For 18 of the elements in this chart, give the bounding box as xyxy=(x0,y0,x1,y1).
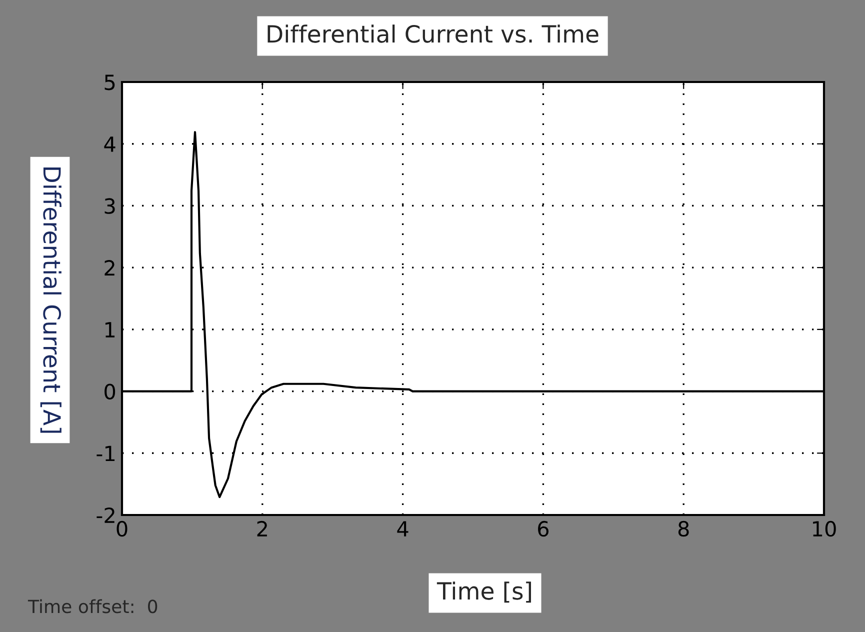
text: Time offset: 0 xyxy=(28,599,158,614)
x-tick-label: 10 xyxy=(813,520,836,537)
x-tick-label: 8 xyxy=(678,520,689,537)
y-tick-label: 2 xyxy=(104,260,114,276)
x-tick-label: 6 xyxy=(538,520,549,537)
x-tick-label: 4 xyxy=(397,521,408,536)
y-tick-label: 0 xyxy=(104,384,116,400)
y-tick-label: 4 xyxy=(104,136,116,152)
x-axis-title: Time [s] xyxy=(436,582,531,603)
chart-title: Differential Current vs. Time xyxy=(268,24,598,43)
y-axis-title: Differential Current [A] xyxy=(40,167,62,433)
x-tick-label: 0 xyxy=(116,520,128,537)
y-tick-label: 1 xyxy=(105,322,115,338)
y-tick-label: 5 xyxy=(104,74,115,90)
y-tick-label: -1 xyxy=(96,446,115,462)
y-tick-label: 3 xyxy=(104,198,115,214)
x-tick-label: 2 xyxy=(257,520,267,536)
y-tick-label: -2 xyxy=(96,507,114,523)
